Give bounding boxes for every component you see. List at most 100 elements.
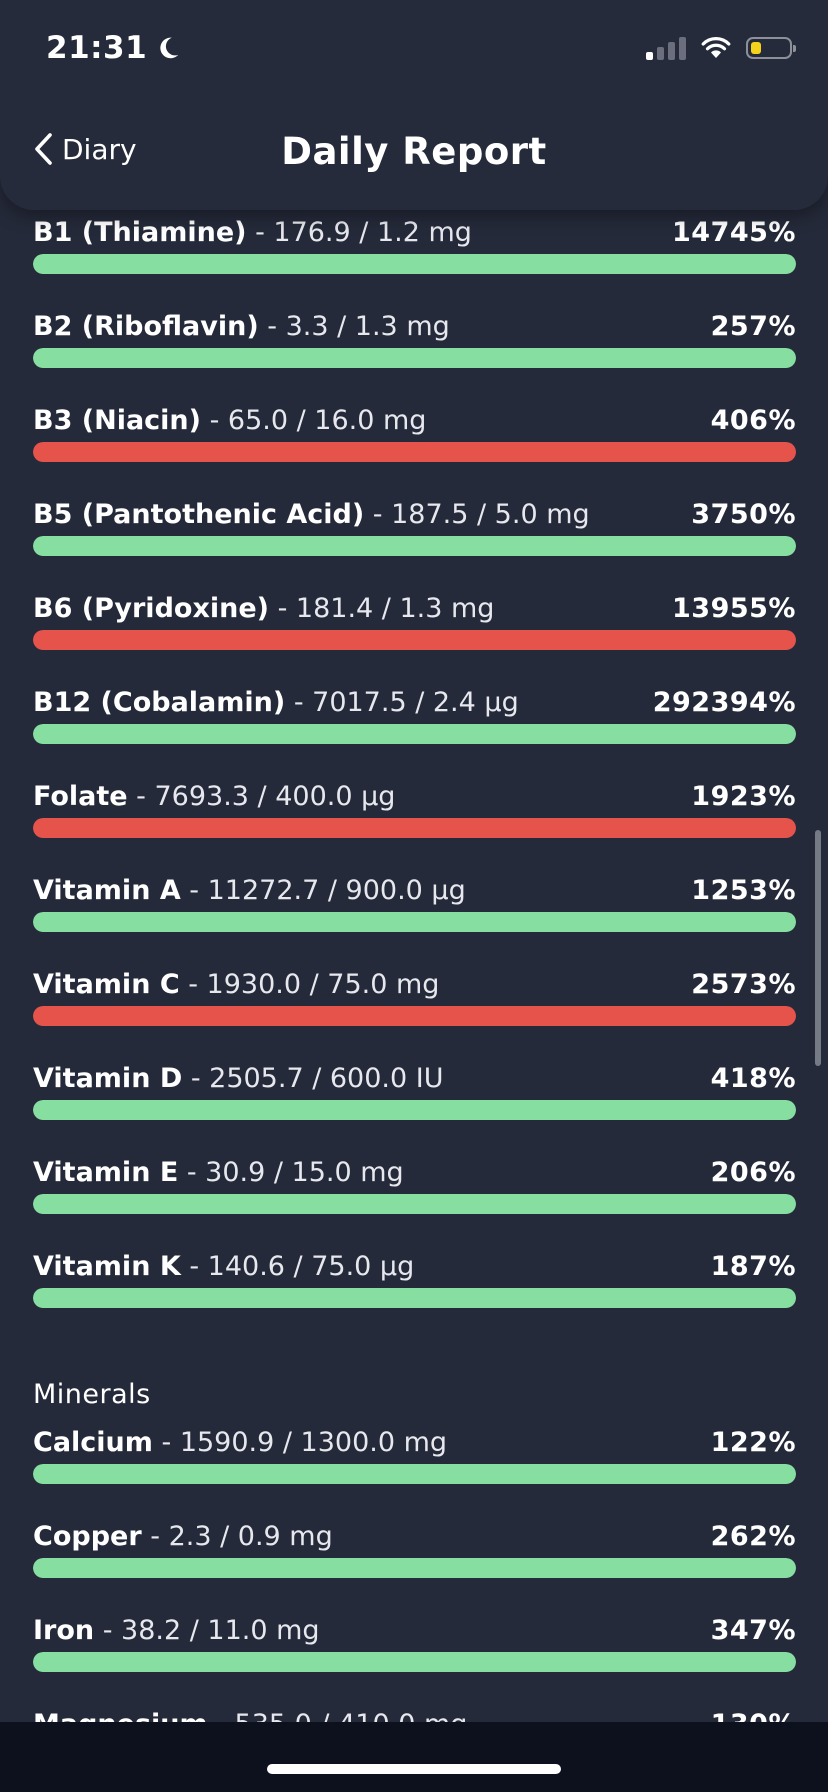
nutrient-name: Vitamin E: [33, 1156, 179, 1188]
nutrient-amount: - 7693.3 / 400.0 µg: [127, 780, 396, 812]
progress-bar-fill: [33, 348, 796, 368]
nutrient-name: B12 (Cobalamin): [33, 686, 286, 718]
nutrient-percent: 292394%: [652, 686, 796, 718]
nutrient-name: Vitamin A: [33, 874, 181, 906]
nutrient-row-header: B3 (Niacin) - 65.0 / 16.0 mg 406%: [33, 398, 796, 442]
nutrient-row: Calcium - 1590.9 / 1300.0 mg 122%: [33, 1420, 796, 1514]
nutrient-label: Vitamin E - 30.9 / 15.0 mg: [33, 1157, 404, 1188]
nutrient-amount: - 187.5 / 5.0 mg: [364, 498, 590, 530]
nutrient-row-header: Calcium - 1590.9 / 1300.0 mg 122%: [33, 1420, 796, 1464]
nutrient-label: Vitamin C - 1930.0 / 75.0 mg: [33, 969, 439, 1000]
nutrient-label: Folate - 7693.3 / 400.0 µg: [33, 781, 395, 812]
home-indicator-area: [0, 1722, 828, 1792]
nutrient-row: B6 (Pyridoxine) - 181.4 / 1.3 mg 13955%: [33, 586, 796, 680]
nutrient-label: Vitamin K - 140.6 / 75.0 µg: [33, 1251, 414, 1282]
battery-level: [751, 42, 761, 54]
progress-bar: [33, 536, 796, 556]
nutrient-amount: - 65.0 / 16.0 mg: [201, 404, 427, 436]
nutrient-label: B3 (Niacin) - 65.0 / 16.0 mg: [33, 405, 426, 436]
progress-bar-fill: [33, 724, 796, 744]
nutrient-row: Copper - 2.3 / 0.9 mg 262%: [33, 1514, 796, 1608]
back-button[interactable]: Diary: [32, 132, 137, 166]
nutrient-percent: 187%: [710, 1250, 796, 1282]
nutrient-list[interactable]: B1 (Thiamine) - 176.9 / 1.2 mg 14745% B2 (…: [33, 210, 796, 1792]
back-label: Diary: [62, 132, 137, 166]
nutrient-row-header: B2 (Riboflavin) - 3.3 / 1.3 mg 257%: [33, 304, 796, 348]
cellular-signal-icon: [646, 36, 686, 60]
progress-bar: [33, 1558, 796, 1578]
chevron-left-icon: [35, 133, 52, 165]
nutrient-row: B1 (Thiamine) - 176.9 / 1.2 mg 14745%: [33, 210, 796, 304]
progress-bar-fill: [33, 1558, 796, 1578]
progress-bar: [33, 630, 796, 650]
wifi-icon: [701, 37, 731, 58]
nutrient-percent: 418%: [710, 1062, 796, 1094]
minerals-heading: Minerals: [33, 1379, 151, 1410]
progress-bar-fill: [33, 1100, 796, 1120]
progress-bar-fill: [33, 630, 796, 650]
battery-icon: [746, 37, 796, 59]
nutrient-row: B5 (Pantothenic Acid) - 187.5 / 5.0 mg 37…: [33, 492, 796, 586]
nutrient-row-header: Vitamin D - 2505.7 / 600.0 IU 418%: [33, 1056, 796, 1100]
progress-bar-fill: [33, 1006, 796, 1026]
nutrient-percent: 14745%: [672, 216, 796, 248]
progress-bar: [33, 1652, 796, 1672]
nutrient-name: B1 (Thiamine): [33, 216, 247, 248]
nutrient-row: B12 (Cobalamin) - 7017.5 / 2.4 µg 292394%: [33, 680, 796, 774]
nutrient-label: B1 (Thiamine) - 176.9 / 1.2 mg: [33, 217, 472, 248]
progress-bar-fill: [33, 536, 796, 556]
scrollbar[interactable]: [815, 830, 821, 1066]
nutrient-label: B12 (Cobalamin) - 7017.5 / 2.4 µg: [33, 687, 519, 718]
nutrient-row: Folate - 7693.3 / 400.0 µg 1923%: [33, 774, 796, 868]
home-indicator[interactable]: [267, 1764, 561, 1774]
page-title: Daily Report: [281, 130, 547, 173]
nutrient-amount: - 1930.0 / 75.0 mg: [179, 968, 440, 1000]
nutrient-amount: - 176.9 / 1.2 mg: [246, 216, 472, 248]
progress-bar-fill: [33, 1652, 796, 1672]
progress-bar-fill: [33, 912, 796, 932]
nutrient-row-header: Vitamin C - 1930.0 / 75.0 mg 2573%: [33, 962, 796, 1006]
nutrient-row-header: B12 (Cobalamin) - 7017.5 / 2.4 µg 292394%: [33, 680, 796, 724]
nutrient-name: B5 (Pantothenic Acid): [33, 498, 365, 530]
nutrient-label: B6 (Pyridoxine) - 181.4 / 1.3 mg: [33, 593, 494, 624]
nutrient-name: Calcium: [33, 1426, 153, 1458]
nutrient-row: Vitamin K - 140.6 / 75.0 µg 187%: [33, 1244, 796, 1338]
progress-bar: [33, 1100, 796, 1120]
progress-bar: [33, 1006, 796, 1026]
nutrient-label: Vitamin D - 2505.7 / 600.0 IU: [33, 1063, 443, 1094]
progress-bar: [33, 1194, 796, 1214]
nutrient-percent: 122%: [710, 1426, 796, 1458]
nutrient-amount: - 181.4 / 1.3 mg: [269, 592, 495, 624]
progress-bar-fill: [33, 1288, 796, 1308]
nutrient-row-header: B1 (Thiamine) - 176.9 / 1.2 mg 14745%: [33, 210, 796, 254]
nutrient-percent: 406%: [710, 404, 796, 436]
nutrient-name: B6 (Pyridoxine): [33, 592, 269, 624]
nutrient-percent: 347%: [710, 1614, 796, 1646]
nutrient-amount: - 11272.7 / 900.0 µg: [180, 874, 466, 906]
nutrient-name: Vitamin K: [33, 1250, 181, 1282]
progress-bar-fill: [33, 254, 796, 274]
nutrient-name: Iron: [33, 1614, 95, 1646]
nutrient-name: B2 (Riboflavin): [33, 310, 259, 342]
clock: 21:31: [46, 30, 148, 66]
moon-icon: [160, 37, 179, 59]
progress-bar: [33, 442, 796, 462]
nutrient-percent: 262%: [710, 1520, 796, 1552]
nutrient-amount: - 30.9 / 15.0 mg: [178, 1156, 404, 1188]
nutrient-label: Iron - 38.2 / 11.0 mg: [33, 1615, 320, 1646]
header: 21:31 Diary: [0, 0, 828, 210]
nutrient-row: Iron - 38.2 / 11.0 mg 347%: [33, 1608, 796, 1702]
progress-bar: [33, 348, 796, 368]
nutrient-label: B5 (Pantothenic Acid) - 187.5 / 5.0 mg: [33, 499, 590, 530]
progress-bar: [33, 254, 796, 274]
nutrient-row: Vitamin E - 30.9 / 15.0 mg 206%: [33, 1150, 796, 1244]
nutrient-percent: 206%: [710, 1156, 796, 1188]
progress-bar-fill: [33, 818, 796, 838]
nutrient-amount: - 2505.7 / 600.0 IU: [182, 1062, 444, 1094]
nutrient-row-header: Folate - 7693.3 / 400.0 µg 1923%: [33, 774, 796, 818]
progress-bar: [33, 912, 796, 932]
nutrient-row: B2 (Riboflavin) - 3.3 / 1.3 mg 257%: [33, 304, 796, 398]
status-bar-time: 21:31: [46, 30, 181, 66]
nutrient-row: Vitamin D - 2505.7 / 600.0 IU 418%: [33, 1056, 796, 1150]
